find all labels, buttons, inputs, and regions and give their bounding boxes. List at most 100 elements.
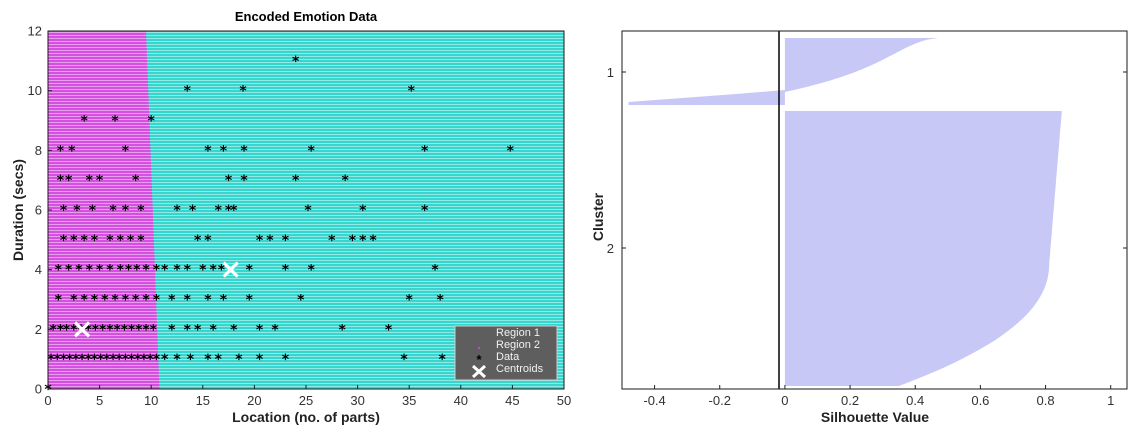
data-point: * [256, 352, 264, 368]
data-point: * [421, 143, 429, 159]
data-point: * [73, 203, 81, 219]
y-tick-label: 10 [28, 83, 42, 98]
data-point: * [292, 54, 300, 70]
data-point: * [75, 263, 83, 279]
data-point: * [369, 233, 377, 249]
scatter-title: Encoded Emotion Data [235, 9, 378, 24]
data-point: * [209, 263, 217, 279]
x-tick-label: 20 [247, 393, 261, 408]
data-point: * [150, 322, 158, 338]
data-point: * [91, 293, 99, 309]
silhouette-bars-cluster-2 [784, 111, 1062, 386]
data-point: * [184, 293, 192, 309]
data-point: * [400, 352, 408, 368]
data-point: * [204, 233, 212, 249]
data-point: * [63, 322, 71, 338]
y-tick-label: 12 [28, 24, 42, 39]
data-point: * [121, 322, 129, 338]
svg-text:Region 2: Region 2 [496, 339, 540, 351]
y-tick-label: 2 [607, 241, 614, 256]
data-point: * [161, 352, 169, 368]
data-point: * [142, 263, 150, 279]
data-points: **** ** * ** * * * * * * * ** * * * * * * * ** * * * * * * * * ** * * *… [44, 54, 514, 398]
y-tick-label: 1 [607, 65, 614, 80]
data-point: * [57, 173, 65, 189]
data-point: * [173, 203, 181, 219]
data-point: * [65, 263, 73, 279]
data-point: * [65, 173, 73, 189]
data-point: * [60, 233, 68, 249]
data-point: * [282, 233, 290, 249]
data-point: * [204, 143, 212, 159]
data-point: * [135, 322, 143, 338]
y-tick-label: 6 [35, 203, 42, 218]
data-point: * [297, 293, 305, 309]
data-point: * [225, 203, 233, 219]
data-point: * [111, 114, 119, 130]
data-point: * [256, 322, 264, 338]
data-point: * [507, 143, 515, 159]
data-point: * [57, 143, 65, 159]
scatter-x-axis-label: Location (no. of parts) [232, 409, 380, 425]
data-point: * [187, 352, 195, 368]
data-point: * [153, 263, 161, 279]
legend-entry-region-2: Region 2 [478, 339, 540, 351]
data-point: * [47, 352, 55, 368]
data-point: * [54, 352, 62, 368]
data-point: * [204, 293, 212, 309]
data-point: * [173, 263, 181, 279]
silhouette-plot: -0.4 -0.2 0 0.2 0.4 0.6 0.8 1 12 Silhouette Val… [590, 30, 1128, 425]
data-point: * [113, 322, 121, 338]
data-point: * [109, 203, 117, 219]
data-point: * [60, 352, 68, 368]
x-axis: 0 5 10 15 20 25 30 35 40 45 50 [44, 385, 571, 408]
data-point: * [168, 293, 176, 309]
data-point: * [189, 203, 197, 219]
data-point: * [92, 322, 100, 338]
data-point: * [142, 293, 150, 309]
data-point: * [359, 233, 367, 249]
data-point: * [225, 173, 233, 189]
svg-text:Centroids: Centroids [496, 363, 544, 375]
scatter-y-axis-label: Duration (secs) [10, 159, 26, 261]
data-point: * [406, 293, 414, 309]
data-point: * [57, 322, 65, 338]
data-point: * [44, 382, 52, 398]
x-tick-label: 1 [1107, 393, 1114, 408]
silhouette-bars-cluster-1 [628, 38, 938, 105]
silhouette-y-axis: 12 [607, 65, 1127, 256]
data-point: * [256, 233, 264, 249]
y-tick-label: 0 [35, 382, 42, 397]
data-point: * [215, 352, 223, 368]
data-point: * [127, 233, 135, 249]
data-point: * [96, 263, 104, 279]
data-point: * [431, 263, 439, 279]
data-point: * [60, 203, 68, 219]
centroid-marker [222, 261, 239, 278]
silhouette-y-axis-label: Cluster [590, 192, 606, 241]
x-tick-label: 0.4 [906, 393, 924, 408]
data-point: * [91, 352, 99, 368]
silhouette-x-axis: -0.4 -0.2 0 0.2 0.4 0.6 0.8 1 [643, 385, 1114, 408]
data-point: * [111, 293, 119, 309]
data-point: * [122, 293, 130, 309]
data-point: * [304, 203, 312, 219]
legend-swatch-centroids [471, 364, 487, 379]
data-point: * [230, 322, 238, 338]
data-point: * [106, 322, 114, 338]
data-point: * [55, 263, 63, 279]
x-tick-label: 0.2 [841, 393, 859, 408]
data-point: * [106, 263, 114, 279]
data-point: * [122, 352, 130, 368]
x-tick-label: 45 [505, 393, 519, 408]
data-point: * [109, 352, 117, 368]
data-point: * [86, 263, 94, 279]
data-point: * [292, 173, 300, 189]
svg-text:Data: Data [496, 351, 520, 363]
x-tick-label: 35 [402, 393, 416, 408]
scatter-plot: Encoded Emotion Data 0 5 10 15 20 25 30 35 40 45 5… [10, 9, 571, 425]
x-tick-label: 40 [454, 393, 468, 408]
x-tick-label: 15 [196, 393, 210, 408]
x-tick-label: 0.6 [971, 393, 989, 408]
data-point: * [307, 143, 315, 159]
